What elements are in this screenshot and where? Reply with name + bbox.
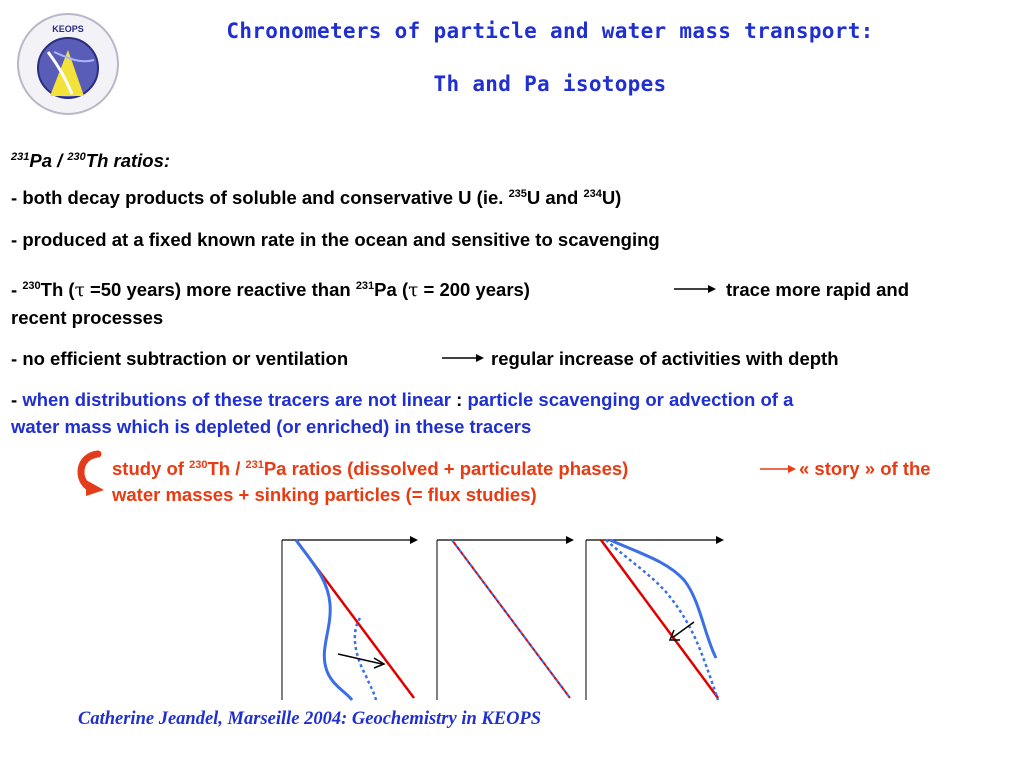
profile-panel-1	[281, 536, 418, 701]
bullet-nonlinear-cont: water mass which is depleted (or enriche…	[11, 416, 532, 437]
study-result: « story » of the	[799, 458, 931, 479]
bullet-decay-products: - both decay products of soluble and con…	[11, 187, 622, 208]
logo-label: KEOPS	[52, 24, 84, 34]
page-subtitle: Th and Pa isotopes	[433, 72, 667, 96]
arrow-icon	[674, 285, 716, 293]
profile-panel-3	[585, 536, 724, 701]
bullet-reactivity-result: trace more rapid and	[726, 279, 910, 300]
arrow-icon	[442, 354, 484, 362]
arrow-icon	[760, 465, 796, 473]
profile-panel-2	[436, 536, 574, 700]
keops-logo: KEOPS	[14, 10, 122, 118]
bullet-reactivity: - 230Th (τ =50 years) more reactive than…	[11, 279, 530, 301]
bullet-no-subtraction: - no efficient subtraction or ventilatio…	[11, 348, 349, 369]
page-title: Chronometers of particle and water mass …	[226, 19, 874, 43]
bullet-fixed-rate: - produced at a fixed known rate in the …	[11, 229, 660, 250]
profile-diagrams	[281, 536, 724, 701]
section-header: 231Pa / 230Th ratios:	[11, 150, 171, 171]
bullet-reactivity-cont: recent processes	[11, 307, 164, 328]
study-statement-cont: water masses + sinking particles (= flux…	[112, 484, 537, 505]
bullet-no-subtraction-result: regular increase of activities with dept…	[491, 348, 839, 369]
bullet-nonlinear: - when distributions of these tracers ar…	[11, 389, 794, 410]
credit-line: Catherine Jeandel, Marseille 2004: Geoch…	[78, 709, 542, 729]
study-statement: study of 230Th / 231Pa ratios (dissolved…	[112, 458, 629, 479]
curved-arrow-icon	[77, 450, 104, 496]
